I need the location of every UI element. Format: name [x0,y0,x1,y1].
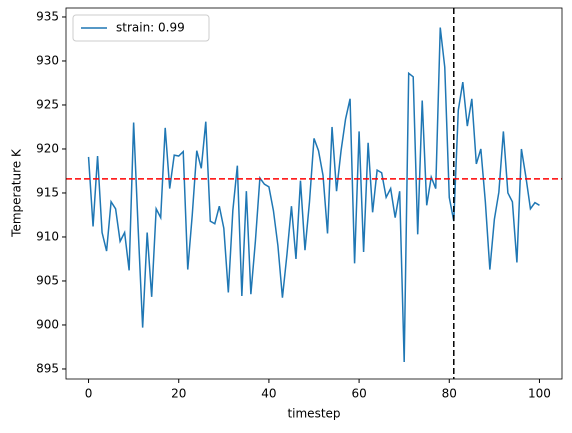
plot-frame [65,7,563,380]
legend-label: strain: 0.99 [116,21,185,35]
y-tick-label: 895 [36,361,59,375]
x-tick-label: 80 [442,387,457,401]
y-tick-label: 925 [36,97,59,111]
x-tick-label: 0 [85,387,93,401]
line [87,27,540,362]
x-tick-label: 60 [351,387,366,401]
x-tick-label: 40 [261,387,276,401]
y-tick-label: 930 [36,53,59,67]
y-tick-label: 900 [36,317,59,331]
x-tick-label: 20 [171,387,186,401]
y-tick-label: 915 [36,185,59,199]
x-axis-label: timestep [287,407,340,421]
x-tick-label: 100 [528,387,551,401]
legend-box [72,14,210,42]
y-tick-label: 935 [36,9,59,23]
y-tick-label: 920 [36,141,59,155]
y-tick-label: 910 [36,229,59,243]
y-axis-label: Temperature K [10,148,24,238]
y-tick-label: 905 [36,273,59,287]
